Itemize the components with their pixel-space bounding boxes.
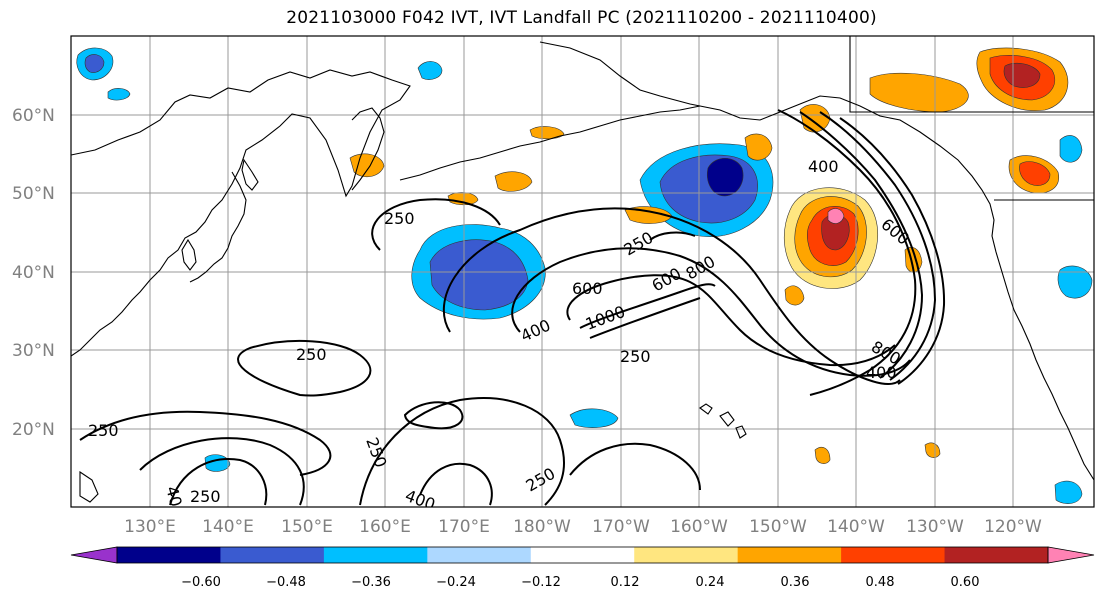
- colorbar-outline: [116, 546, 1049, 564]
- colorbar-segment: [220, 547, 325, 563]
- lon-label: 130°W: [906, 517, 964, 537]
- colorbar-tick-label: 0.48: [866, 575, 895, 590]
- positive-pc-patch: [869, 72, 969, 113]
- lon-label: 140°E: [202, 517, 254, 537]
- lat-label: 20°N: [12, 420, 55, 440]
- colorbar-tick-label: 0.60: [951, 575, 980, 590]
- colorbar-tick-labels: −0.60 −0.48 −0.36 −0.24 −0.12 0.12 0.24 …: [181, 575, 979, 590]
- contour-label: 600: [572, 279, 603, 298]
- graticule: [71, 36, 1094, 507]
- negative-pc-patch: [84, 54, 105, 73]
- negative-pc-patch: [1054, 480, 1083, 504]
- colorbar-segment: [427, 547, 532, 563]
- negative-pc-patch: [429, 239, 529, 311]
- negative-pc-patch: [107, 88, 131, 101]
- contour-label: 250: [620, 347, 651, 366]
- positive-pc-patch: [827, 208, 845, 224]
- lat-labels: 60°N 50°N 40°N 30°N 20°N: [12, 106, 55, 440]
- lon-label: 150°W: [749, 517, 807, 537]
- colorbar-tick-label: −0.24: [436, 575, 476, 590]
- contour-label: 400: [162, 484, 188, 518]
- map-frame: [70, 35, 1095, 508]
- colorbar-tick-label: 0.24: [696, 575, 725, 590]
- coastlines: [71, 36, 1094, 503]
- lon-label: 130°E: [124, 517, 176, 537]
- lat-label: 30°N: [12, 341, 55, 361]
- negative-pc-patch: [417, 61, 443, 80]
- positive-pc-patch: [1019, 161, 1051, 186]
- colorbar-tick-label: 0.12: [611, 575, 640, 590]
- negative-pc-patch: [569, 408, 619, 428]
- lon-label: 150°E: [281, 517, 333, 537]
- negative-pc-patch: [707, 157, 744, 197]
- contour-label: 250: [190, 487, 221, 506]
- lon-label: 140°W: [827, 517, 885, 537]
- negative-pc-patch: [1059, 135, 1083, 163]
- colorbar-segment: [634, 547, 739, 563]
- colorbar-segment: [323, 547, 428, 563]
- lat-label: 40°N: [12, 263, 55, 283]
- contour-label: 250: [88, 421, 119, 440]
- lat-label: 60°N: [12, 106, 55, 126]
- lon-label: 120°W: [984, 517, 1042, 537]
- lon-label: 160°E: [359, 517, 411, 537]
- colorbar-tick-label: −0.36: [351, 575, 391, 590]
- positive-pc-patch: [924, 442, 941, 458]
- map-title: 2021103000 F042 IVT, IVT Landfall PC (20…: [286, 8, 877, 28]
- colorbar: [70, 546, 1095, 564]
- positive-pc-patch: [784, 285, 805, 306]
- lon-label: 170°E: [438, 517, 490, 537]
- colorbar-segment: [737, 547, 842, 563]
- lon-label: 160°W: [670, 517, 728, 537]
- colorbar-tick-label: 0.36: [781, 575, 810, 590]
- lon-labels: 130°E 140°E 150°E 160°E 170°E 180°W 170°…: [124, 517, 1042, 537]
- contour-label: 250: [384, 209, 415, 228]
- colorbar-tick-label: −0.48: [266, 575, 306, 590]
- contour-label: 400: [808, 157, 839, 176]
- contour-label: 250: [296, 345, 327, 364]
- positive-pc-patch: [814, 447, 831, 464]
- colorbar-extend-max: [1047, 546, 1095, 564]
- lat-label: 50°N: [12, 184, 55, 204]
- colorbar-segment: [117, 547, 221, 563]
- colorbar-segment: [944, 547, 1049, 563]
- positive-pc-patch: [494, 171, 533, 192]
- ivt-contours: [79, 109, 946, 506]
- colorbar-extend-min: [70, 546, 118, 564]
- colorbar-tick-label: −0.12: [521, 575, 561, 590]
- positive-pc-patch: [744, 133, 773, 161]
- negative-pc-patch: [1057, 265, 1093, 299]
- lon-label: 170°W: [592, 517, 650, 537]
- pc-shading: [76, 47, 1093, 504]
- contour-label: 400: [866, 363, 897, 382]
- colorbar-tick-label: −0.60: [181, 575, 221, 590]
- colorbar-segment: [841, 547, 946, 563]
- colorbar-segment: [530, 547, 635, 563]
- positive-pc-patch: [349, 153, 385, 178]
- positive-pc-patch: [799, 104, 831, 133]
- lon-label: 180°W: [513, 517, 571, 537]
